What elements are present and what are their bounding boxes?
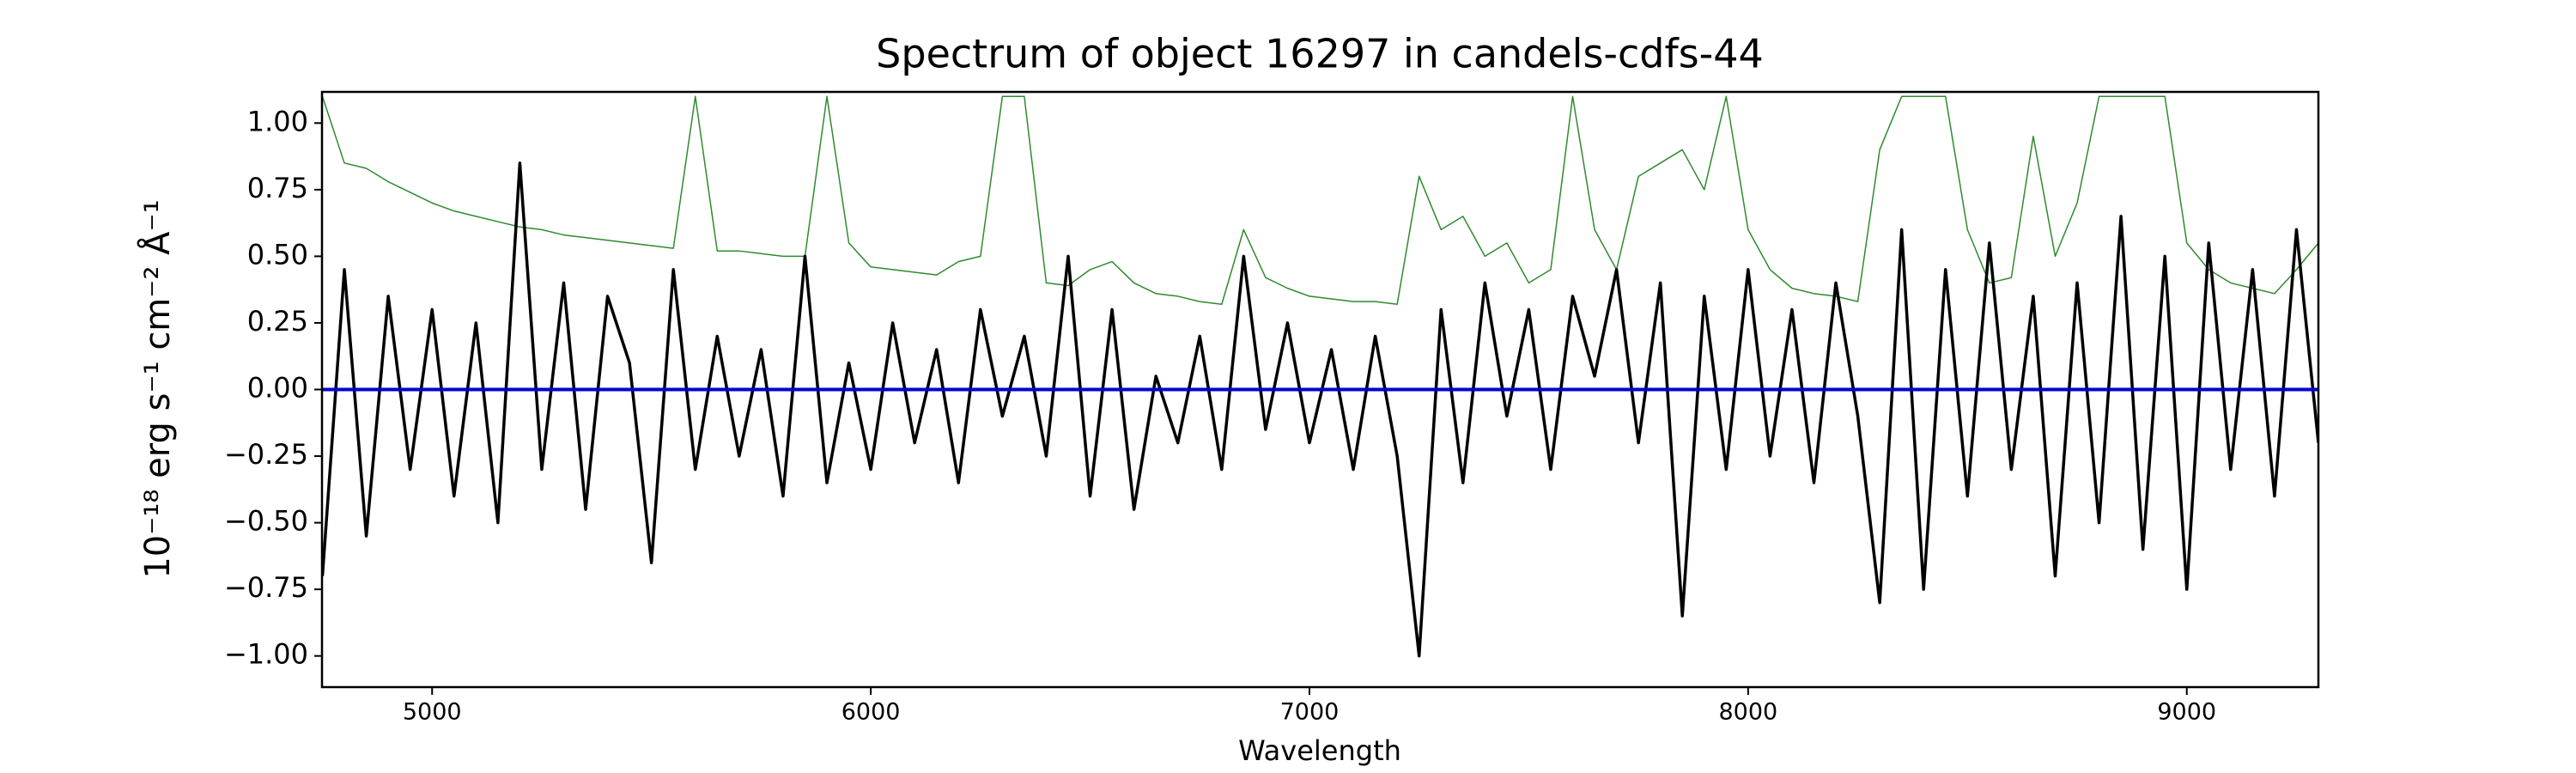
plot-area (322, 95, 2318, 658)
x-tick-label: 5000 (403, 699, 462, 726)
chart-title: Spectrum of object 16297 in candels-cdfs… (876, 31, 1764, 77)
spectrum-line (322, 95, 2318, 305)
x-tick-label: 6000 (841, 699, 901, 726)
x-tick-label: 8000 (1719, 699, 1778, 726)
y-tick-label: −0.75 (224, 571, 308, 604)
y-tick-label: −0.50 (224, 505, 308, 538)
y-tick-label: 0.75 (247, 172, 308, 204)
y-tick-label: 1.00 (247, 105, 308, 137)
x-axis-label: Wavelength (1238, 734, 1401, 767)
y-tick-label: 0.00 (247, 372, 308, 405)
y-tick-label: 0.50 (247, 238, 308, 271)
y-tick-label: −1.00 (224, 638, 308, 671)
x-tick-label: 7000 (1280, 699, 1340, 726)
y-tick-label: 0.25 (247, 305, 308, 338)
y-axis-label: 10⁻¹⁸ erg s⁻¹ cm⁻² Å⁻¹ (137, 199, 178, 578)
y-tick-label: −0.25 (224, 438, 308, 471)
x-tick-label: 9000 (2157, 699, 2216, 726)
spectrum-line (322, 161, 2318, 658)
